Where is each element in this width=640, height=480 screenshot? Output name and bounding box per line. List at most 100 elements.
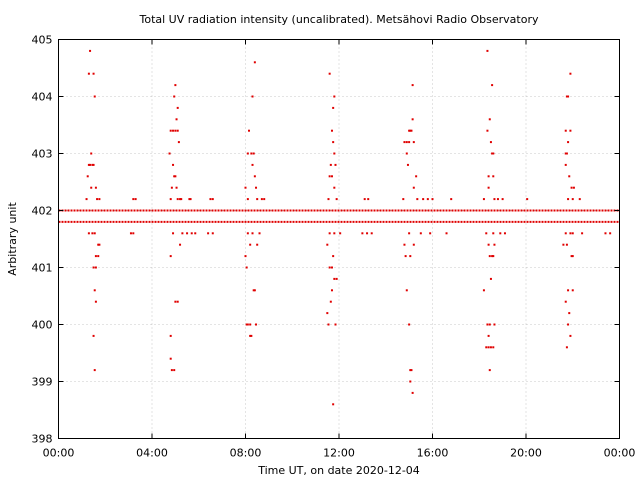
data-point — [211, 232, 214, 235]
data-point — [170, 369, 173, 372]
y-tick-label: 402 — [32, 205, 53, 218]
data-point — [565, 346, 568, 349]
data-point — [491, 255, 494, 258]
data-point — [568, 175, 571, 178]
data-point — [256, 243, 259, 246]
data-point — [408, 129, 411, 132]
data-point — [170, 186, 173, 189]
y-tick-label: 398 — [32, 433, 53, 446]
data-point — [412, 186, 415, 189]
data-point — [174, 129, 177, 132]
data-point — [86, 175, 89, 178]
data-point — [173, 175, 176, 178]
data-point — [176, 129, 179, 132]
data-point — [604, 232, 607, 235]
data-point — [326, 243, 329, 246]
data-point — [176, 300, 179, 303]
data-point — [403, 141, 406, 144]
data-point — [567, 198, 570, 201]
data-point — [489, 141, 492, 144]
data-point — [330, 129, 333, 132]
data-point — [488, 255, 491, 258]
data-point — [501, 198, 504, 201]
data-point — [411, 391, 414, 394]
data-point — [409, 129, 412, 132]
data-point — [333, 277, 336, 280]
data-point — [570, 186, 573, 189]
data-point — [87, 163, 90, 166]
data-point — [416, 198, 419, 201]
data-point — [485, 232, 488, 235]
y-tick-label: 399 — [32, 376, 53, 389]
data-point — [487, 186, 490, 189]
axis-ticks — [58, 39, 620, 439]
data-point — [333, 232, 336, 235]
data-point — [571, 289, 574, 292]
data-point — [251, 95, 254, 98]
data-point — [94, 186, 97, 189]
chart-title: Total UV radiation intensity (uncalibrat… — [139, 13, 539, 26]
data-point — [253, 175, 256, 178]
data-point — [207, 232, 210, 235]
data-point — [491, 152, 494, 155]
data-point — [581, 232, 584, 235]
data-point — [174, 175, 177, 178]
data-point — [578, 198, 581, 201]
data-point — [567, 323, 570, 326]
data-point — [246, 323, 249, 326]
data-point — [422, 198, 425, 201]
data-point — [89, 49, 92, 52]
data-point — [569, 72, 572, 75]
data-point — [173, 369, 176, 372]
data-point — [334, 163, 337, 166]
y-tick-label: 401 — [32, 262, 53, 275]
data-point — [188, 198, 191, 201]
data-point — [181, 232, 184, 235]
data-point — [492, 175, 495, 178]
x-axis-label: Time UT, on date 2020-12-04 — [257, 464, 420, 477]
data-point — [329, 300, 332, 303]
data-point — [244, 186, 247, 189]
data-point — [97, 243, 100, 246]
data-point — [211, 198, 214, 201]
data-point — [90, 152, 93, 155]
data-point — [487, 243, 490, 246]
data-point — [333, 95, 336, 98]
data-point — [85, 198, 88, 201]
data-point — [332, 106, 335, 109]
data-point — [564, 163, 567, 166]
data-point — [333, 186, 336, 189]
data-point — [562, 243, 565, 246]
data-point — [255, 323, 258, 326]
data-point — [172, 163, 175, 166]
data-points — [58, 49, 620, 406]
data-point — [328, 232, 331, 235]
data-point — [96, 198, 99, 201]
data-point — [491, 84, 494, 87]
data-point — [94, 300, 97, 303]
x-tick-labels: 00:00 04:00 08:00 12:00 16:00 20:00 00:00 — [43, 447, 636, 460]
x-tick-label: 00:00 — [43, 447, 75, 460]
data-point — [404, 255, 407, 258]
data-point — [405, 289, 408, 292]
data-point — [194, 232, 197, 235]
data-point — [569, 334, 572, 337]
data-point — [258, 232, 261, 235]
data-point — [488, 323, 491, 326]
data-point — [329, 163, 332, 166]
data-point — [367, 198, 370, 201]
data-point — [169, 198, 172, 201]
data-point — [190, 232, 193, 235]
x-tick-label: 04:00 — [136, 447, 168, 460]
data-point — [571, 198, 574, 201]
y-tick-label: 400 — [32, 319, 53, 332]
data-point — [94, 266, 97, 269]
data-point — [411, 84, 414, 87]
data-point — [176, 198, 179, 201]
data-point — [209, 198, 212, 201]
data-point — [405, 152, 408, 155]
data-point — [419, 232, 422, 235]
data-point — [326, 312, 329, 315]
data-point — [571, 232, 574, 235]
x-tick-label: 00:00 — [604, 447, 636, 460]
